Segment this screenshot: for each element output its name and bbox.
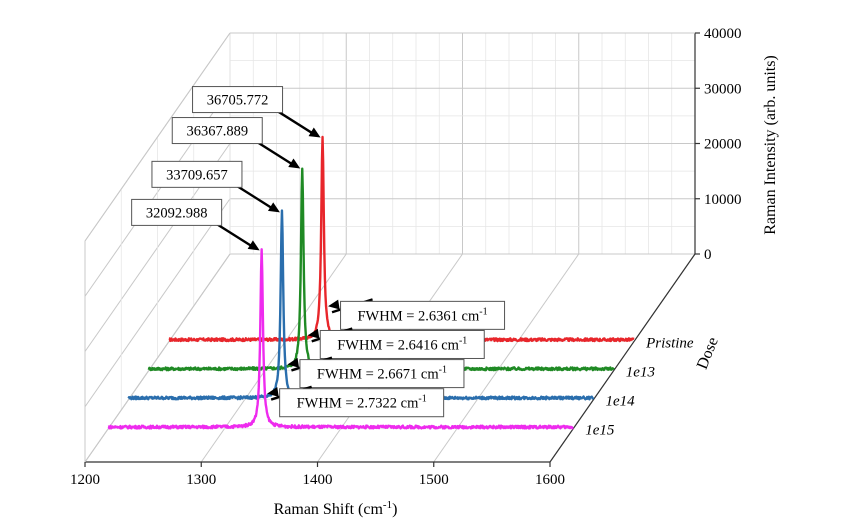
x-tick-label: 1400 <box>303 472 333 488</box>
annotations: 36705.772 FWHM = 2.6361 cm-1 36367.889 FWHM… <box>131 86 506 418</box>
y-axis-title: Raman Intensity (arb. units) <box>762 55 779 235</box>
peak-arrow <box>255 140 295 167</box>
top-left-edge <box>84 32 231 242</box>
y-tick-label: 40000 <box>704 26 742 42</box>
peak-label-box <box>192 86 284 114</box>
peak-arrow <box>215 222 255 249</box>
peak-label: 32092.988 <box>146 205 208 221</box>
peak-arrow <box>235 184 275 211</box>
x-tick-label: 1200 <box>70 472 100 488</box>
dose-label: 1e14 <box>606 394 636 410</box>
y-tick-label: 30000 <box>704 81 742 97</box>
fwhm-label-box <box>299 359 465 389</box>
z-axis-line <box>549 253 696 463</box>
dose-label: Pristine <box>645 335 694 351</box>
dose-label: 1e15 <box>585 423 615 439</box>
fwhm-arrowhead <box>287 357 300 368</box>
peak-arrowhead <box>267 202 280 213</box>
back-wall-grid <box>229 32 696 255</box>
peak-arrowhead <box>247 240 260 251</box>
x-axis-title: Raman Shift (cm-1) <box>274 499 398 518</box>
fwhm-label: FWHM = 2.6361 cm-1 <box>357 306 487 324</box>
x-tick-label: 1300 <box>186 472 216 488</box>
fwhm-label-box <box>319 329 485 359</box>
peak-label: 36367.889 <box>186 124 248 140</box>
z-axis-title: Dose <box>694 335 722 372</box>
fwhm-arrowhead <box>267 386 279 397</box>
fwhm-arrowhead <box>307 328 320 339</box>
series-line-1e15 <box>107 248 574 430</box>
fwhm-label-box <box>340 300 506 330</box>
axis-labels: 1200 1300 1400 1500 1600 0 10000 20000 30000 4000… <box>70 26 779 518</box>
x-tick-label: 1500 <box>419 472 449 488</box>
dose-label: 1e13 <box>626 364 655 380</box>
peak-arrowhead <box>288 158 301 169</box>
fwhm-arrowhead <box>328 299 340 310</box>
peak-label: 36705.772 <box>207 93 269 109</box>
x-tick-label: 1600 <box>535 472 565 488</box>
y-tick-label: 10000 <box>704 192 742 208</box>
fwhm-label: FWHM = 2.6671 cm-1 <box>317 365 447 383</box>
peak-label-box <box>151 160 243 188</box>
fwhm-label-box <box>279 388 445 418</box>
chart-frame <box>84 32 700 467</box>
fwhm-label: FWHM = 2.7322 cm-1 <box>297 394 427 412</box>
peak-label-box <box>131 198 223 226</box>
peak-arrow <box>275 109 316 136</box>
peak-arrowhead <box>308 127 321 138</box>
peak-label: 33709.657 <box>166 167 228 183</box>
fwhm-label: FWHM = 2.6416 cm-1 <box>337 335 467 353</box>
y-tick-label: 20000 <box>704 137 742 153</box>
peak-label-box <box>171 117 263 145</box>
y-tick-label: 0 <box>704 247 712 263</box>
